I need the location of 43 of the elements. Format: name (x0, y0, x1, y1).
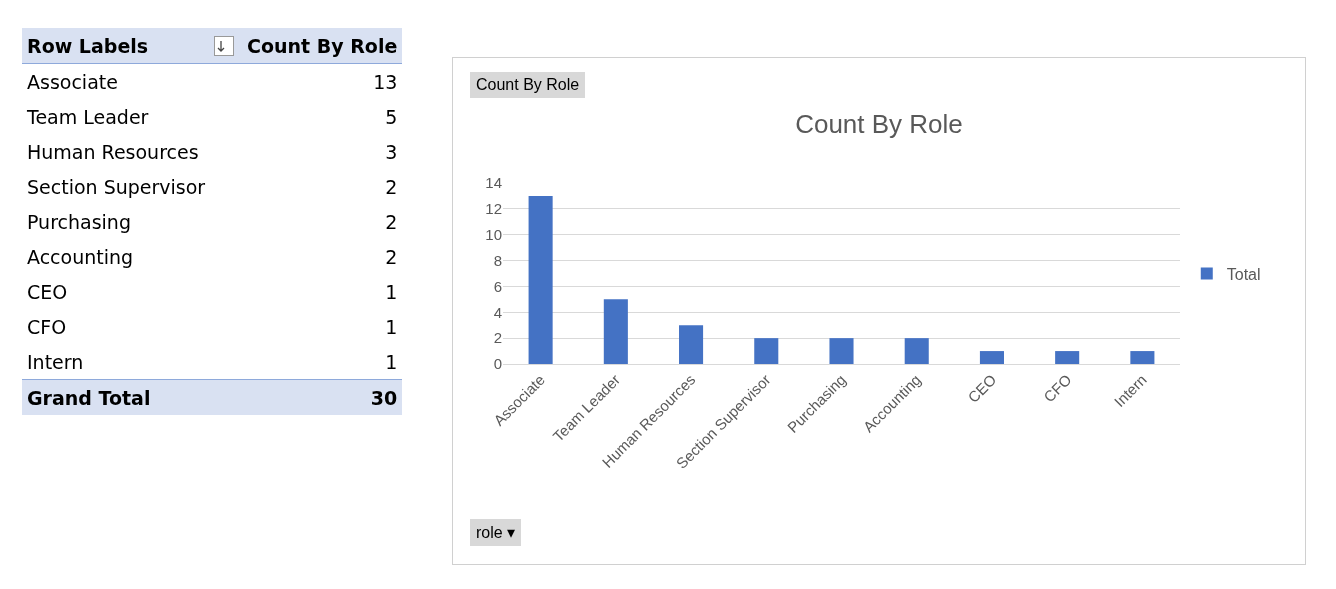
y-tick-label: 0 (493, 355, 502, 373)
category-label: CFO (26, 314, 68, 340)
bar (829, 338, 854, 364)
category-label: Accounting (26, 244, 135, 270)
category-label: Purchasing (26, 209, 132, 235)
y-tick-label: 4 (493, 303, 502, 321)
bar (1130, 351, 1155, 364)
data-label: 2 (384, 209, 399, 235)
bar (754, 338, 779, 364)
data-label: 5 (384, 104, 399, 130)
y-tick-label: 12 (485, 200, 502, 218)
category-label: Intern (26, 349, 85, 375)
y-tick-label: 2 (493, 329, 502, 347)
y-tick-label: 14 (485, 174, 502, 192)
data-label: 1 (384, 279, 399, 305)
category-label: Team Leader (26, 104, 150, 130)
data-label: 2 (384, 244, 399, 270)
category-label: Human Resources (26, 139, 200, 165)
text: 30 (242, 379, 403, 415)
data-label: 3 (384, 139, 399, 165)
data-label: 1 (384, 349, 399, 375)
bar (1055, 351, 1080, 364)
category-label: Section Supervisor (26, 174, 207, 200)
legend-label: Total (1226, 265, 1261, 283)
category-label: Associate (26, 69, 119, 95)
text: role ▾ (470, 519, 522, 546)
bar (528, 195, 553, 364)
category-label: CEO (26, 279, 69, 305)
bar (603, 299, 628, 364)
data-label: 13 (372, 69, 399, 95)
y-tick-label: 8 (493, 251, 502, 269)
text: Row Labels (22, 28, 242, 64)
data-label: 1 (384, 314, 399, 340)
bar (904, 338, 929, 364)
bar (679, 325, 704, 364)
bar (979, 351, 1004, 364)
chart-title: Count By Role (795, 108, 963, 139)
text: Grand Total (22, 379, 242, 415)
text: Count By Role (470, 72, 586, 98)
text: Count By Role (242, 28, 403, 64)
data-label: 2 (384, 174, 399, 200)
y-tick-label: 10 (485, 225, 502, 243)
y-tick-label: 6 (493, 277, 502, 295)
